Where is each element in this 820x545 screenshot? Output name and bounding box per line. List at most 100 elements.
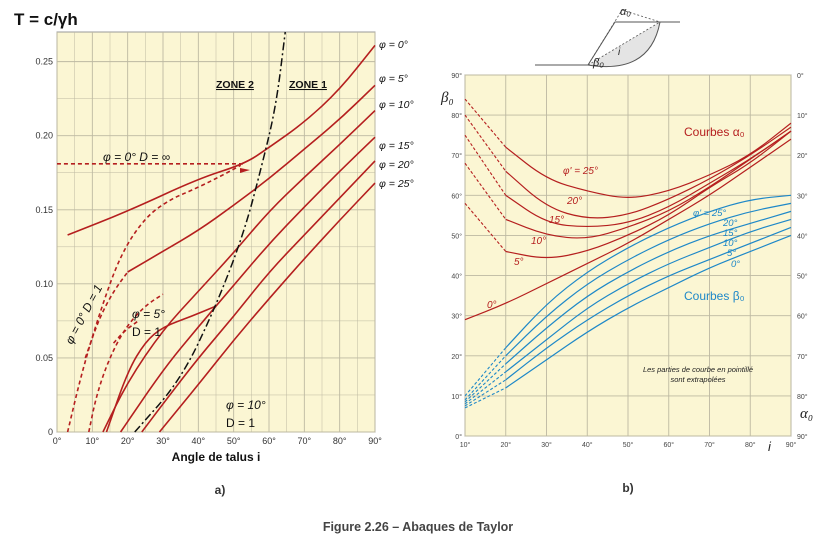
beta-curve-label: 10° <box>723 238 738 249</box>
y-tick-label: 0.20 <box>35 131 53 141</box>
chart-b-series <box>464 98 792 409</box>
y2-tick-label: 20° <box>797 152 808 160</box>
y2-tick-label: 70° <box>797 353 808 361</box>
chart-b-legend-beta: Courbes β₀ <box>684 289 745 303</box>
alpha-curve-label: 5° <box>514 257 524 268</box>
series-line <box>105 305 217 433</box>
alpha-curve-label: 10° <box>531 236 546 247</box>
series-line <box>505 210 792 365</box>
chart-b-note-line2: sont extrapolées <box>670 375 725 384</box>
chart-a: 0° 10° 20° 30° 40° 50° 60° 70° 80° 90° 0 0.05 0.10 0.… <box>14 10 414 497</box>
chart-b: 10° 20° 30° 40° 50° 60° 70° 80° 90°0°10°20°30°40… <box>440 72 813 495</box>
chart-a-panel-label: a) <box>215 483 226 497</box>
series-line <box>505 218 792 373</box>
chart-a-grid <box>56 32 376 433</box>
x-tick-label: 10° <box>460 441 471 449</box>
series-line-extrapolated <box>464 203 507 252</box>
sketch-alpha-label: α₀ <box>620 6 631 18</box>
series-line-extrapolated <box>464 387 506 409</box>
chart-b-legend-alpha: Courbes α₀ <box>684 125 745 139</box>
y-tick-label: 60° <box>451 192 462 200</box>
series-line-extrapolated <box>464 347 507 397</box>
alpha-curve-label: 0° <box>487 300 497 311</box>
chart-b-ticks: 10° 20° 30° 40° 50° 60° 70° 80° 90°0°10°20°30°40… <box>451 72 807 449</box>
x-tick-label: 80° <box>333 436 347 446</box>
series-line <box>505 226 792 381</box>
chart-a-xlabel: Angle de talus i <box>172 450 261 464</box>
series-label: φ = 5° <box>379 73 408 85</box>
series-line <box>505 122 792 198</box>
chart-a-annot-phi10: φ = 10° <box>226 398 266 412</box>
x-tick-label: 70° <box>704 441 715 449</box>
x-tick-label: 70° <box>298 436 312 446</box>
x-tick-label: 30° <box>541 441 552 449</box>
series-line <box>112 320 139 344</box>
chart-a-zone1: ZONE 1 <box>289 79 327 91</box>
series-line <box>505 130 792 228</box>
y-tick-label: 0.10 <box>35 279 53 289</box>
sketch-chords <box>587 9 661 66</box>
chart-a-annot-phi5-d1: D = 1 <box>132 325 161 339</box>
series-line-extrapolated <box>464 162 507 220</box>
series-line <box>505 130 792 239</box>
figure-caption: Figure 2.26 – Abaques de Taylor <box>323 520 513 534</box>
x-tick-label: 30° <box>156 436 170 446</box>
x-tick-label: 80° <box>745 441 756 449</box>
chart-b-curve-labels: φ' = 25°20°15°10°5°0°φ' = 25°20°15°10°5°… <box>487 166 740 311</box>
chart-a-annot-phi5: φ = 5° <box>132 307 165 321</box>
alpha-curve-label: 20° <box>566 196 582 207</box>
chart-a-ticks: 0° 10° 20° 30° 40° 50° 60° 70° 80° 90° 0 0.05 0.10 0.… <box>35 57 382 446</box>
y-tick-label: 10° <box>451 393 462 401</box>
chart-a-series-labels: φ = 0° φ = 5° φ = 10° φ = 15° φ = 20° φ = 25° <box>379 39 414 190</box>
x-tick-label: 60° <box>663 441 674 449</box>
y2-tick-label: 30° <box>797 192 808 200</box>
series-line <box>127 84 376 273</box>
chart-b-xlabel: i <box>768 439 772 454</box>
x-tick-label: 20° <box>121 436 135 446</box>
series-label: φ = 10° <box>379 99 414 111</box>
series-label: φ = 25° <box>379 178 414 190</box>
x-tick-label: 10° <box>86 436 100 446</box>
series-line-extrapolated <box>464 379 507 407</box>
x-tick-label: 50° <box>623 441 634 449</box>
beta-curve-label: 5° <box>727 248 736 259</box>
series-line <box>66 164 242 433</box>
series-line <box>464 138 792 321</box>
y-tick-label: 0.15 <box>35 205 53 215</box>
chart-a-series <box>57 31 376 433</box>
x-tick-label: 90° <box>786 441 797 449</box>
chart-b-note-line1: Les parties de courbe en pointillé <box>643 365 753 374</box>
series-line-extrapolated <box>464 363 507 403</box>
y-tick-label: 70° <box>451 152 462 160</box>
y-tick-label: 20° <box>451 353 462 361</box>
slope-sketch: α₀ i β₀ <box>535 6 680 69</box>
series-line <box>505 194 792 349</box>
x-tick-label: 90° <box>368 436 382 446</box>
series-line <box>505 130 792 259</box>
series-line-extrapolated <box>464 355 507 401</box>
beta-curve-label: φ' = 25° <box>693 208 726 219</box>
x-tick-label: 0° <box>53 436 62 446</box>
series-line <box>505 126 792 219</box>
x-tick-label: 40° <box>192 436 206 446</box>
beta-curve-label: 0° <box>731 259 740 270</box>
series-line <box>84 271 129 359</box>
x-tick-label: 20° <box>500 441 511 449</box>
y2-tick-label: 10° <box>797 112 808 120</box>
y-tick-label: 40° <box>451 273 462 281</box>
y-tick-label: 30° <box>451 313 462 321</box>
chart-a-zone2: ZONE 2 <box>216 79 254 91</box>
series-line <box>505 202 792 357</box>
series-line-extrapolated <box>464 98 507 148</box>
series-line <box>505 234 792 389</box>
x-tick-label: 50° <box>227 436 241 446</box>
sketch-beta-label: β₀ <box>592 57 604 69</box>
sketch-slip-arc <box>587 21 661 68</box>
alpha-curve-label: φ' = 25° <box>563 166 598 177</box>
chart-b-grid <box>464 74 792 437</box>
arrow-head <box>240 168 250 173</box>
series-line <box>134 31 286 433</box>
series-label: φ = 0° <box>379 39 408 51</box>
